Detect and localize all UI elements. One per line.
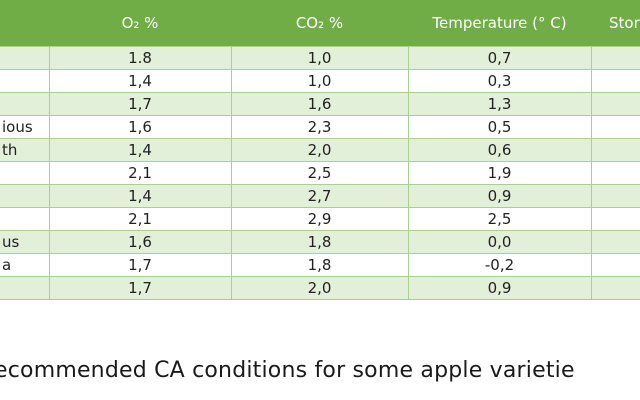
header-storage: Stor — [591, 0, 640, 47]
cell-o2: 1,6 — [48, 230, 231, 254]
table-body: 1.8 1,0 0,7 1,4 1,0 0,3 1,7 1,6 1,3 ious 1,6 2,3 0,5… — [0, 46, 640, 300]
cell-storage — [590, 207, 640, 231]
cell-variety: a — [0, 253, 49, 277]
cell-o2: 1,7 — [48, 253, 231, 277]
ca-conditions-table: O₂ % CO₂ % Temperature (° C) Stor 1.8 1,0… — [0, 0, 640, 300]
cell-o2: 1.8 — [48, 46, 231, 70]
cell-co2: 1,0 — [230, 69, 408, 93]
table-row: 2,1 2,5 1,9 — [0, 161, 640, 185]
cell-storage — [590, 276, 640, 300]
cell-storage — [590, 92, 640, 116]
cell-co2: 1,6 — [230, 92, 408, 116]
header-co2: CO₂ % — [231, 0, 408, 47]
cell-storage — [590, 69, 640, 93]
cell-co2: 2,0 — [230, 276, 408, 300]
cell-variety — [0, 184, 49, 208]
cell-temperature: 1,9 — [407, 161, 591, 185]
table-header-row: O₂ % CO₂ % Temperature (° C) Stor — [0, 0, 640, 47]
cell-o2: 1,4 — [48, 69, 231, 93]
cell-storage — [590, 253, 640, 277]
table-row: 1,4 1,0 0,3 — [0, 69, 640, 93]
cell-co2: 2,3 — [230, 115, 408, 139]
cell-temperature: 0,6 — [407, 138, 591, 162]
cell-variety — [0, 161, 49, 185]
header-o2: O₂ % — [49, 0, 231, 47]
cell-storage — [590, 46, 640, 70]
cell-o2: 1,4 — [48, 184, 231, 208]
table-row: a 1,7 1,8 -0,2 — [0, 253, 640, 277]
cell-variety — [0, 69, 49, 93]
cell-o2: 1,7 — [48, 92, 231, 116]
cell-temperature: 2,5 — [407, 207, 591, 231]
cell-temperature: 1,3 — [407, 92, 591, 116]
cell-co2: 2,9 — [230, 207, 408, 231]
cell-co2: 1,8 — [230, 253, 408, 277]
cell-variety — [0, 207, 49, 231]
cell-variety — [0, 92, 49, 116]
cell-storage — [590, 230, 640, 254]
table-row: ious 1,6 2,3 0,5 — [0, 115, 640, 139]
table-row: 1,4 2,7 0,9 — [0, 184, 640, 208]
cell-storage — [590, 161, 640, 185]
table-row: 2,1 2,9 2,5 — [0, 207, 640, 231]
cell-co2: 2,0 — [230, 138, 408, 162]
cell-storage — [590, 138, 640, 162]
header-variety — [0, 0, 49, 47]
cell-co2: 1,0 — [230, 46, 408, 70]
cell-temperature: 0,3 — [407, 69, 591, 93]
table-row: th 1,4 2,0 0,6 — [0, 138, 640, 162]
cell-variety: th — [0, 138, 49, 162]
cell-o2: 2,1 — [48, 207, 231, 231]
cell-temperature: 0,0 — [407, 230, 591, 254]
cell-temperature: -0,2 — [407, 253, 591, 277]
cell-o2: 2,1 — [48, 161, 231, 185]
cell-variety — [0, 276, 49, 300]
cell-temperature: 0,7 — [407, 46, 591, 70]
cell-temperature: 0,5 — [407, 115, 591, 139]
table-caption: ecommended CA conditions for some apple … — [0, 358, 575, 383]
table-row: 1,7 1,6 1,3 — [0, 92, 640, 116]
cell-co2: 2,5 — [230, 161, 408, 185]
table-row: us 1,6 1,8 0,0 — [0, 230, 640, 254]
cell-storage — [590, 115, 640, 139]
table-row: 1,7 2,0 0,9 — [0, 276, 640, 300]
cell-o2: 1,7 — [48, 276, 231, 300]
cell-variety — [0, 46, 49, 70]
cell-o2: 1,6 — [48, 115, 231, 139]
cell-temperature: 0,9 — [407, 276, 591, 300]
cell-co2: 2,7 — [230, 184, 408, 208]
cell-o2: 1,4 — [48, 138, 231, 162]
cell-storage — [590, 184, 640, 208]
cell-temperature: 0,9 — [407, 184, 591, 208]
cell-co2: 1,8 — [230, 230, 408, 254]
cell-variety: ious — [0, 115, 49, 139]
cell-variety: us — [0, 230, 49, 254]
header-temperature: Temperature (° C) — [408, 0, 591, 47]
table-row: 1.8 1,0 0,7 — [0, 46, 640, 70]
